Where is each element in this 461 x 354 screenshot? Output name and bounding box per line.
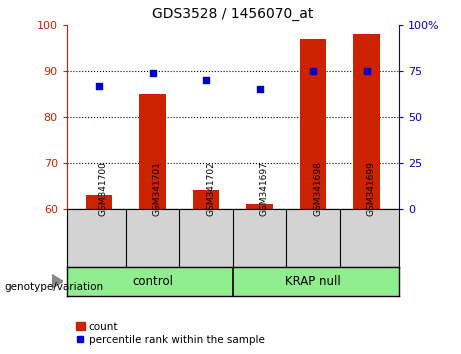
Bar <box>353 34 380 209</box>
Point <box>95 83 103 88</box>
Text: GSM341700: GSM341700 <box>99 161 108 216</box>
Bar <box>300 39 326 209</box>
Text: GSM341698: GSM341698 <box>313 161 322 216</box>
Point <box>256 86 263 92</box>
Text: GSM341699: GSM341699 <box>366 161 376 216</box>
Text: GSM341702: GSM341702 <box>206 161 215 216</box>
Bar <box>139 94 166 209</box>
Polygon shape <box>52 274 63 289</box>
Text: KRAP null: KRAP null <box>285 275 341 288</box>
Point <box>149 70 156 75</box>
Point <box>363 68 370 74</box>
Text: GSM341697: GSM341697 <box>260 161 269 216</box>
Text: GSM341701: GSM341701 <box>153 161 161 216</box>
Bar <box>86 195 112 209</box>
Bar <box>193 190 219 209</box>
Title: GDS3528 / 1456070_at: GDS3528 / 1456070_at <box>152 7 313 21</box>
Bar <box>246 204 273 209</box>
Text: genotype/variation: genotype/variation <box>5 282 104 292</box>
Point <box>202 77 210 83</box>
Legend: count, percentile rank within the sample: count, percentile rank within the sample <box>72 317 269 349</box>
Text: control: control <box>132 275 173 288</box>
Point <box>309 68 317 74</box>
